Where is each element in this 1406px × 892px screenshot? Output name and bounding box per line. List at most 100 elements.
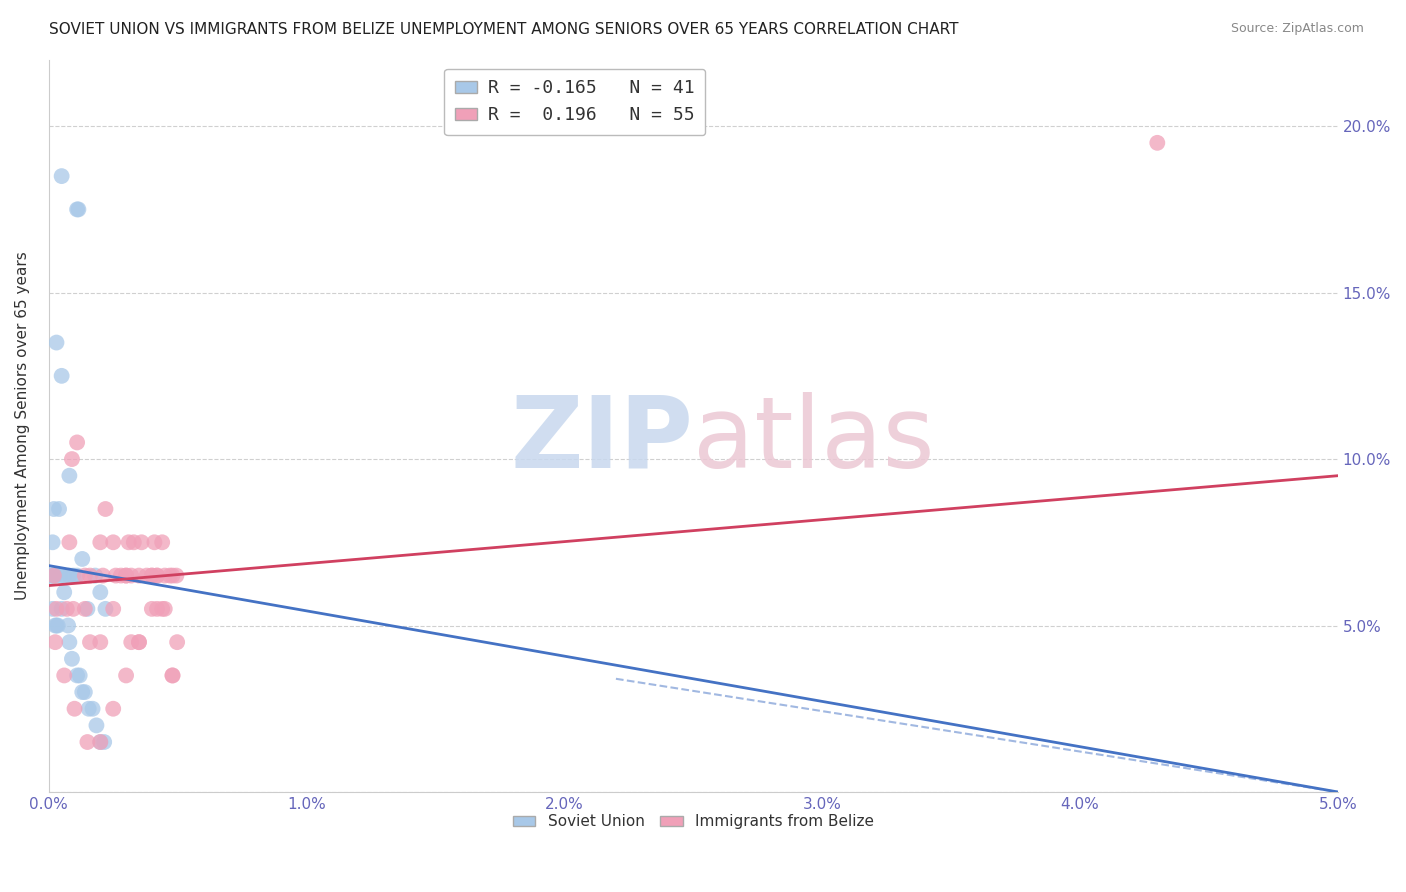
Point (51, 602, 73, 616)
Legend: Soviet Union, Immigrants from Belize: Soviet Union, Immigrants from Belize (506, 808, 880, 836)
Point (77, 702, 100, 716)
Point (135, 568, 157, 582)
Point (73, 685, 96, 699)
Point (82, 702, 104, 716)
Point (1146, 136, 1168, 150)
Point (89, 635, 111, 649)
Point (45, 335, 67, 350)
Text: Source: ZipAtlas.com: Source: ZipAtlas.com (1230, 22, 1364, 36)
Point (45, 618, 67, 632)
Point (76, 602, 98, 616)
Point (66, 202, 89, 217)
Point (58, 568, 80, 582)
Text: atlas: atlas (693, 392, 935, 489)
Text: ZIP: ZIP (510, 392, 693, 489)
Point (41, 568, 63, 582)
Point (89, 585, 111, 599)
Point (118, 535, 141, 549)
Point (115, 668, 138, 682)
Point (115, 568, 138, 582)
Point (56, 618, 79, 632)
Point (60, 652, 83, 666)
Point (120, 635, 142, 649)
Point (146, 568, 169, 582)
Point (146, 568, 169, 582)
Point (62, 568, 84, 582)
Point (79, 635, 101, 649)
Point (51, 169, 73, 183)
Point (46, 618, 69, 632)
Point (39, 568, 62, 582)
Point (44, 568, 66, 582)
Point (49, 568, 72, 582)
Point (103, 702, 125, 716)
Point (76, 735, 98, 749)
Point (42, 502, 65, 516)
Point (128, 635, 150, 649)
Point (51, 368, 73, 383)
Point (48, 502, 70, 516)
Point (93, 735, 115, 749)
Point (63, 702, 86, 716)
Point (94, 502, 117, 516)
Point (79, 568, 101, 582)
Point (94, 602, 117, 616)
Point (131, 535, 153, 549)
Point (110, 568, 132, 582)
Point (66, 435, 89, 450)
Point (103, 602, 125, 616)
Point (162, 568, 184, 582)
Point (153, 568, 176, 582)
Point (141, 568, 163, 582)
Point (56, 602, 79, 616)
Point (53, 568, 76, 582)
Point (41, 535, 63, 549)
Point (72, 685, 94, 699)
Point (41, 568, 63, 582)
Point (86, 718, 108, 732)
Point (62, 602, 84, 616)
Point (141, 602, 163, 616)
Point (89, 735, 111, 749)
Point (159, 568, 181, 582)
Point (115, 568, 138, 582)
Point (84, 568, 107, 582)
Point (66, 568, 89, 582)
Point (143, 535, 166, 549)
Point (73, 568, 96, 582)
Point (53, 585, 76, 599)
Point (44, 635, 66, 649)
Point (42, 568, 65, 582)
Point (89, 735, 111, 749)
Point (91, 568, 114, 582)
Point (58, 635, 80, 649)
Point (150, 535, 173, 549)
Point (58, 535, 80, 549)
Point (44, 618, 66, 632)
Point (103, 535, 125, 549)
Point (146, 602, 169, 616)
Point (122, 535, 145, 549)
Point (162, 668, 184, 682)
Point (58, 468, 80, 483)
Point (67, 202, 90, 217)
Point (128, 635, 150, 649)
Text: SOVIET UNION VS IMMIGRANTS FROM BELIZE UNEMPLOYMENT AMONG SENIORS OVER 65 YEARS : SOVIET UNION VS IMMIGRANTS FROM BELIZE U… (49, 22, 959, 37)
Point (166, 635, 188, 649)
Point (72, 552, 94, 566)
Point (141, 568, 163, 582)
Point (162, 668, 184, 682)
Point (120, 568, 142, 582)
Point (53, 668, 76, 682)
Point (45, 602, 67, 616)
Point (128, 568, 150, 582)
Point (69, 668, 91, 682)
Point (60, 452, 83, 467)
Point (66, 668, 89, 682)
Point (153, 602, 176, 616)
Y-axis label: Unemployment Among Seniors over 65 years: Unemployment Among Seniors over 65 years (15, 252, 30, 600)
Point (89, 535, 111, 549)
Point (165, 568, 187, 582)
Point (41, 602, 63, 616)
Point (73, 602, 96, 616)
